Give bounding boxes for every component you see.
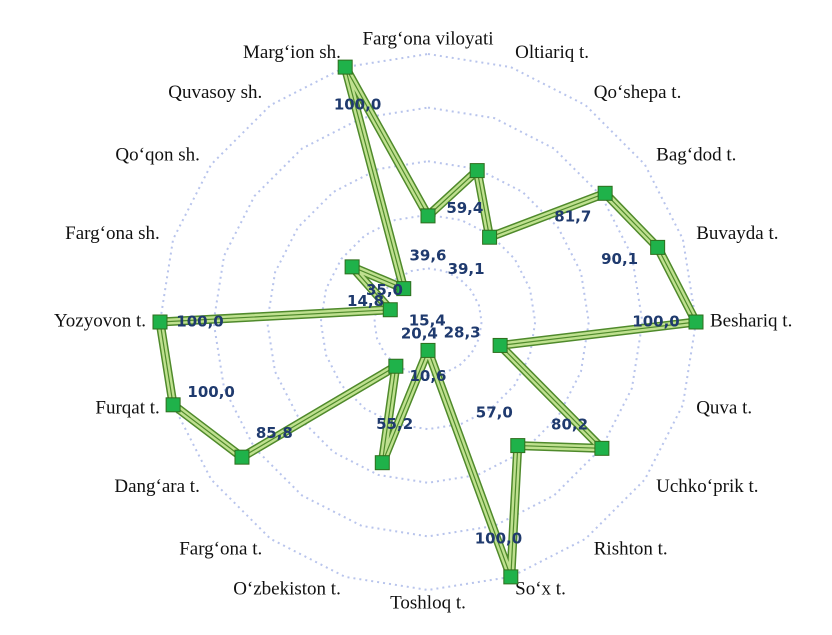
category-label: Uchko‘prik t. (656, 476, 758, 497)
data-label: 10,6 (409, 367, 446, 385)
data-label: 28,3 (444, 324, 481, 342)
marker (374, 455, 390, 471)
grid-ring (319, 213, 537, 431)
marker (594, 440, 610, 456)
category-label: Rishton t. (594, 539, 668, 560)
category-label: O‘zbekiston t. (233, 579, 341, 600)
category-label: Quvasoy sh. (168, 82, 262, 103)
category-label: Beshariq t. (710, 310, 792, 331)
marker (510, 438, 526, 454)
marker (688, 314, 704, 330)
marker (420, 342, 436, 358)
category-label: Furqat t. (95, 398, 159, 419)
data-label: 39,6 (409, 246, 446, 264)
marker (597, 185, 613, 201)
grid-ring (212, 106, 644, 538)
data-label: 100,0 (187, 383, 234, 401)
data-label: 100,0 (334, 96, 381, 114)
data-label: 57,0 (476, 404, 513, 422)
marker (503, 569, 519, 585)
category-label: Farg‘ona t. (179, 539, 262, 560)
data-label: 100,0 (475, 529, 522, 547)
marker (337, 59, 353, 75)
category-label: Toshloq t. (390, 592, 466, 613)
category-label: Oltiariq t. (515, 42, 589, 63)
marker (420, 208, 436, 224)
marker (382, 302, 398, 318)
data-label: 90,1 (601, 250, 638, 268)
marker (482, 229, 498, 245)
marker (165, 397, 181, 413)
category-label: Farg‘ona sh. (65, 223, 160, 244)
category-label: Buvayda t. (696, 223, 778, 244)
category-label: Dang‘ara t. (114, 476, 199, 497)
marker (344, 259, 360, 275)
category-label: Yozyovon t. (54, 310, 146, 331)
marker (492, 337, 508, 353)
category-label: So‘x t. (515, 579, 566, 600)
marker (234, 449, 250, 465)
data-label: 55,2 (376, 415, 413, 433)
category-label: Farg‘ona viloyati (362, 28, 493, 49)
data-label: 100,0 (632, 313, 679, 331)
grid-ring (373, 267, 483, 377)
data-label: 14,8 (347, 292, 384, 310)
data-label: 15,4 (409, 311, 446, 329)
marker (650, 239, 666, 255)
marker (388, 358, 404, 374)
data-label: 20,4 (401, 324, 438, 342)
marker (396, 281, 412, 297)
marker (152, 314, 168, 330)
category-label: Quva t. (696, 398, 752, 419)
marker (469, 163, 485, 179)
data-label: 39,1 (448, 260, 485, 278)
data-label: 80,2 (551, 415, 588, 433)
data-label: 35,0 (366, 281, 403, 299)
category-label: Bag‘dod t. (656, 145, 736, 166)
category-label: Qo‘shepa t. (594, 82, 682, 103)
data-label: 100,0 (176, 313, 223, 331)
data-label: 85,8 (256, 424, 293, 442)
data-label: 81,7 (554, 207, 591, 225)
data-label: 59,4 (446, 199, 483, 217)
category-label: Marg‘ion sh. (243, 42, 341, 63)
category-label: Qo‘qon sh. (115, 145, 199, 166)
